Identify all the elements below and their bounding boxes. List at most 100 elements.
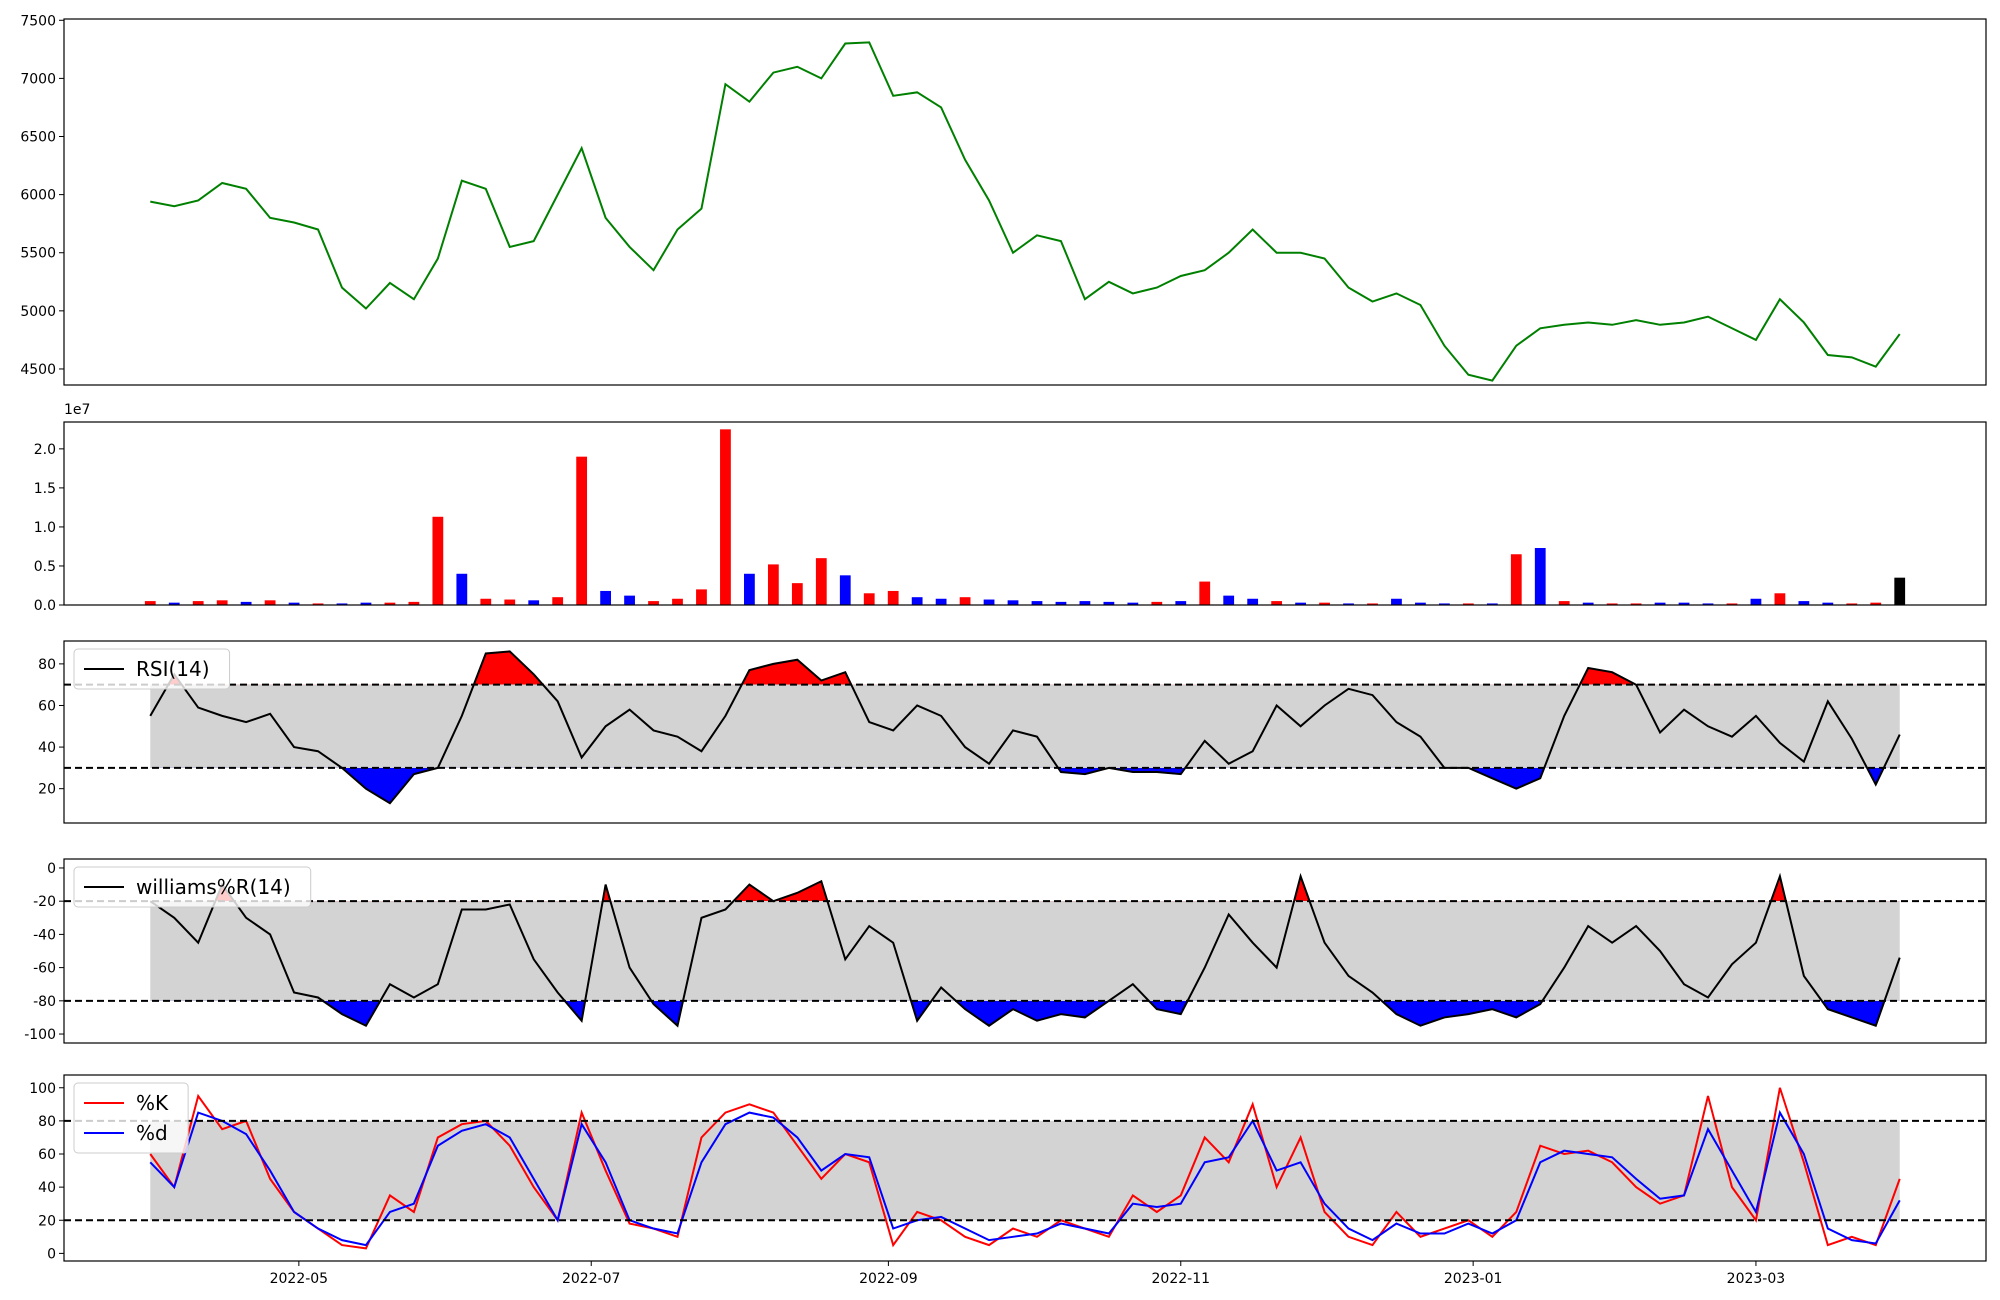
panel: 0.0 0.5 1.0 1.5 2.0 1e7 [34, 402, 1987, 614]
volume-bar [1486, 603, 1498, 605]
y-tick-label: 7500 [20, 13, 56, 29]
series-line [149, 872, 1901, 1028]
offset-label: 1e7 [64, 402, 90, 418]
volume-bar [1223, 595, 1235, 605]
volume-bar [1606, 603, 1618, 605]
volume-bar [1726, 603, 1738, 605]
overbought-fill [150, 651, 1900, 685]
y-tick-label: 0 [47, 861, 56, 877]
volume-bar [959, 597, 971, 605]
volume-bar [935, 598, 947, 605]
volume-bar [1391, 598, 1402, 605]
y-tick-label: 100 [29, 1081, 56, 1097]
volume-bar [1534, 548, 1546, 605]
volume-bar [1319, 602, 1330, 605]
volume-bar [504, 599, 516, 605]
volume-bar [1702, 603, 1714, 605]
volume-bar [887, 590, 899, 605]
volume-bar [1247, 598, 1259, 605]
y-tick-label: -20 [33, 894, 56, 910]
volume-bar [216, 600, 228, 605]
panel: 4500 5000 5500 6000 6500 7000 7500 [20, 13, 1987, 386]
y-tick-label: 80 [38, 1114, 56, 1130]
volume-bar [1510, 554, 1522, 605]
volume-bar [1774, 593, 1786, 605]
y-tick-label: 5000 [20, 304, 56, 320]
axes-frame [63, 1074, 1987, 1262]
volume-bar [1558, 601, 1570, 605]
volume-bar [1343, 603, 1354, 605]
y-tick-label: -40 [33, 927, 56, 943]
panel: 20 40 60 80 RSI(14) [38, 640, 1987, 824]
volume-bar [1798, 601, 1810, 605]
volume-bar [1007, 600, 1019, 605]
volume-bar [1367, 603, 1378, 605]
volume-bar [288, 602, 300, 605]
x-tick-label: 2022-05 [270, 1271, 329, 1287]
y-tick-label: -80 [33, 994, 56, 1010]
legend-box [73, 1082, 189, 1154]
legend-label: williams%R(14) [136, 875, 291, 899]
y-tick-label: 0 [47, 1246, 56, 1262]
x-tick-label: 2023-01 [1444, 1271, 1503, 1287]
y-tick-label: 5500 [20, 246, 56, 262]
volume-bar [1415, 602, 1426, 605]
y-tick-label: 40 [38, 740, 56, 756]
volume-bar [1438, 603, 1450, 605]
volume-bar [648, 601, 659, 605]
y-tick-label: 20 [38, 1213, 56, 1229]
axes-frame [63, 421, 1987, 606]
volume-bar [767, 564, 779, 605]
y-tick-label: 0.0 [34, 598, 56, 614]
volume-bar [1271, 601, 1283, 605]
volume-bar [336, 603, 348, 605]
band [150, 901, 1900, 1001]
x-tick-label: 2023-03 [1727, 1271, 1786, 1287]
volume-bar [1678, 602, 1690, 605]
y-tick-label: 1.0 [34, 520, 56, 536]
volume-bar [1055, 601, 1067, 605]
volume-bar [863, 593, 875, 605]
volume-bar [432, 516, 444, 605]
volume-bar [1750, 598, 1762, 605]
volume-bar [696, 589, 707, 605]
volume-bar [1462, 603, 1474, 605]
legend-label: RSI(14) [136, 657, 210, 681]
y-tick-label: 6500 [20, 130, 56, 146]
y-tick-label: 0.5 [34, 559, 56, 575]
y-tick-label: 6000 [20, 188, 56, 204]
band [150, 684, 1900, 768]
volume-bar [1846, 603, 1858, 605]
volume-bar [480, 598, 492, 605]
y-tick-label: 40 [38, 1180, 56, 1196]
y-tick-label: 60 [38, 1147, 56, 1163]
volume-bar [911, 597, 923, 605]
volume-bar [360, 602, 372, 605]
series-line [149, 650, 1901, 805]
y-tick-label: -100 [24, 1027, 56, 1043]
axes-frame [63, 640, 1987, 824]
volume-bar [791, 583, 803, 605]
y-tick-label: 2.0 [34, 442, 56, 458]
volume-bar [672, 598, 683, 605]
panel: 0 20 40 60 80 100 2022-05 2022-07 2022-09 2022-11… [29, 1074, 1987, 1287]
volume-bar [240, 601, 252, 605]
volume-bar [1630, 603, 1642, 605]
legend-box [73, 866, 312, 908]
axes-frame [63, 18, 1987, 386]
x-tick-label: 2022-09 [859, 1271, 918, 1287]
x-tick-label: 2022-11 [1152, 1271, 1211, 1287]
volume-bar [815, 558, 827, 605]
volume-bar [312, 603, 324, 605]
y-tick-label: 4500 [20, 362, 56, 378]
legend-label: %K [136, 1091, 169, 1115]
volume-bar [144, 601, 156, 605]
volume-bar [1295, 602, 1306, 605]
volume-bar [1175, 601, 1187, 605]
legend: williams%R(14) [73, 866, 312, 908]
volume-bar [168, 602, 180, 605]
legend-box [73, 648, 231, 690]
volume-bar [528, 600, 540, 605]
legend: %K %d [73, 1082, 189, 1154]
y-tick-label: -60 [33, 961, 56, 977]
